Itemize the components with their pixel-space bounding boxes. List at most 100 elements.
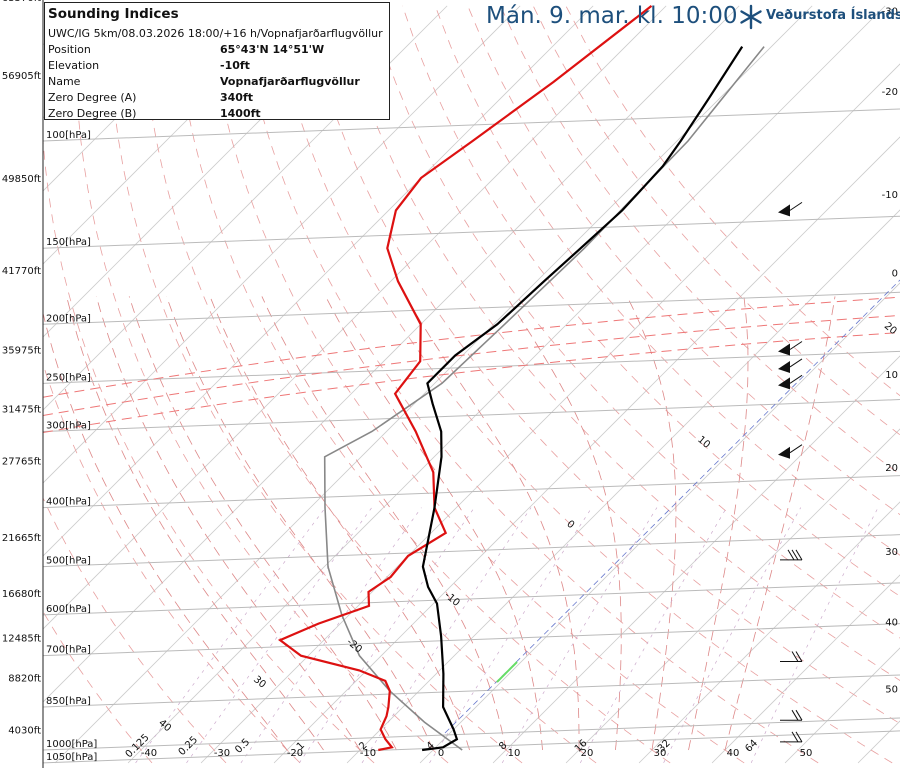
grid-layer xyxy=(0,5,900,764)
dry-adiabat-line xyxy=(434,5,900,556)
isobar-line xyxy=(43,534,900,568)
bottom-temp-label: -40 xyxy=(141,748,157,759)
dry-adiabat-line xyxy=(43,496,227,764)
brand-name: Veðurstofa Íslands xyxy=(766,8,900,23)
wind-barb-feather xyxy=(791,709,799,721)
info-value: 1400ft xyxy=(220,107,261,120)
dry-adiabat-line xyxy=(369,5,900,639)
info-value: 340ft xyxy=(220,91,254,104)
isobar-line xyxy=(43,582,900,616)
height-label: 16680ft xyxy=(2,589,41,600)
height-label: 27765ft xyxy=(2,457,41,468)
bottom-temp-label: -10 xyxy=(360,748,376,759)
right-temp-label: 50 xyxy=(885,685,898,696)
right-temp-label: -10 xyxy=(882,190,898,201)
height-label: 41770ft xyxy=(2,266,41,277)
info-value: 65°43'N 14°51'W xyxy=(220,43,325,56)
info-row-name: Name Vopnafjarðarflugvöllur xyxy=(48,75,388,89)
isotherm-line xyxy=(492,355,900,764)
mixing-ratio-line xyxy=(429,507,593,764)
moist-adiabat-line xyxy=(261,296,507,751)
adiabat-label: 0 xyxy=(564,519,576,532)
moist-adiabat-line xyxy=(209,296,470,751)
isobar-line xyxy=(43,674,900,708)
snowflake-logo-icon xyxy=(740,4,762,30)
dry-adiabat-line xyxy=(304,5,900,725)
isobar-line xyxy=(43,623,900,657)
height-label: 8820ft xyxy=(8,673,41,684)
right-temp-label: 10 xyxy=(885,370,898,381)
isotherm-line xyxy=(43,5,448,411)
reference-diagonal-line xyxy=(444,279,900,734)
height-label: 12485ft xyxy=(2,633,41,644)
dry-adiabat-line xyxy=(271,5,893,764)
adiabat-label: 20 xyxy=(882,321,899,338)
wind-barb xyxy=(780,549,803,561)
isotherm-line xyxy=(43,5,229,192)
mixing-ratio-line xyxy=(240,507,422,764)
isotherm-line xyxy=(43,5,375,338)
info-value: Vopnafjarðarflugvöllur xyxy=(220,75,360,88)
info-key: Elevation xyxy=(48,59,100,72)
mixing-ratio-line xyxy=(501,507,658,764)
isotherm-line xyxy=(43,5,594,557)
pressure-label: 1000[hPa] xyxy=(46,739,97,750)
isotherm-line xyxy=(638,501,900,764)
mixing-ratio-line xyxy=(135,507,326,764)
wind-barb-feather xyxy=(795,731,803,743)
isotherm-line xyxy=(0,6,9,763)
wind-barb-feather xyxy=(791,549,799,561)
info-key: Name xyxy=(48,75,81,88)
wind-barb-staff xyxy=(789,201,803,211)
moist-adiabat-line xyxy=(688,296,749,751)
isobar-line xyxy=(43,215,900,249)
dry-adiabat-line xyxy=(206,5,745,764)
right-temp-label: -20 xyxy=(882,87,898,98)
bottom-temp-label: 20 xyxy=(581,748,594,759)
wind-barb-feather xyxy=(787,549,795,561)
isobar-line xyxy=(43,717,900,751)
height-label: 21665ft xyxy=(2,533,41,544)
height-label: 63570ft xyxy=(2,0,41,4)
dry-adiabat-line xyxy=(140,5,597,764)
wind-barb-pennant xyxy=(778,377,790,390)
dry-adiabat-line xyxy=(238,5,819,764)
dewpoint-curve xyxy=(277,5,653,752)
dry-adiabat-line xyxy=(74,5,449,764)
dry-adiabat-line xyxy=(565,5,900,397)
isotherm-line xyxy=(43,5,302,265)
bottom-temp-label: 0 xyxy=(438,748,444,759)
wind-barb xyxy=(780,731,803,743)
wind-barb-pennant xyxy=(778,343,790,356)
wind-barb xyxy=(778,358,803,373)
right-temp-label: 40 xyxy=(885,618,898,629)
info-row-zero-degree-a: Zero Degree (A) 340ft xyxy=(48,91,388,105)
isotherm-line xyxy=(200,63,900,764)
moist-adiabat-line xyxy=(66,296,324,751)
moist-adiabat-line xyxy=(128,296,397,751)
wind-barb xyxy=(780,651,803,663)
height-label: 35975ft xyxy=(2,346,41,357)
wind-barb xyxy=(780,709,803,721)
pressure-label: 400[hPa] xyxy=(46,497,91,508)
tropopause-line xyxy=(43,314,900,416)
mixing-ratio-line xyxy=(663,507,802,764)
wind-barb-staff xyxy=(789,444,803,454)
wind-barb xyxy=(778,444,803,459)
pressure-label: 500[hPa] xyxy=(46,556,91,567)
pressure-label: 850[hPa] xyxy=(46,696,91,707)
isotherm-line xyxy=(784,647,900,764)
pressure-label: 100[hPa] xyxy=(46,130,91,141)
mixing-ratio-line xyxy=(299,507,475,764)
wind-barb-feather xyxy=(791,731,799,743)
pressure-label: 250[hPa] xyxy=(46,372,91,383)
wind-barb-staff xyxy=(789,358,803,368)
info-key: Zero Degree (A) xyxy=(48,91,137,104)
wind-barb-pennant xyxy=(778,204,790,217)
moist-adiabat-line xyxy=(626,296,677,751)
height-label: 49850ft xyxy=(2,174,41,185)
adiabat-label: 10 xyxy=(695,434,712,451)
isobar-line xyxy=(43,399,900,433)
adiabat-label: -20 xyxy=(344,637,364,656)
mixing-ratio-line xyxy=(579,507,727,764)
